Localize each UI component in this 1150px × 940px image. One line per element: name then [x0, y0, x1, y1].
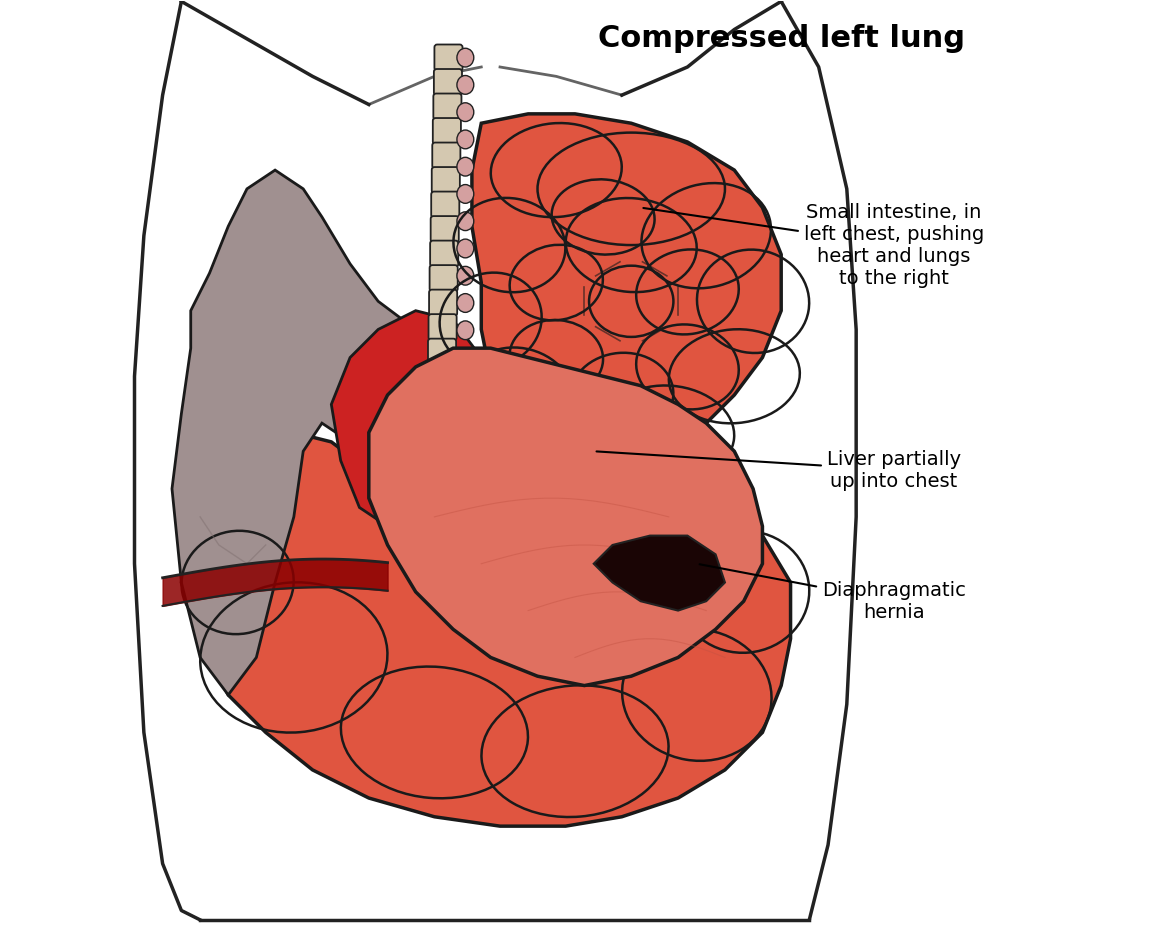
Polygon shape [593, 536, 724, 611]
Ellipse shape [457, 184, 474, 203]
FancyBboxPatch shape [431, 192, 459, 218]
Ellipse shape [457, 321, 474, 339]
FancyBboxPatch shape [432, 143, 460, 169]
Ellipse shape [457, 75, 474, 94]
FancyBboxPatch shape [434, 93, 461, 119]
Polygon shape [369, 348, 762, 685]
Text: Diaphragmatic
hernia: Diaphragmatic hernia [699, 564, 966, 621]
FancyBboxPatch shape [429, 314, 457, 340]
Text: Compressed left lung: Compressed left lung [598, 24, 965, 54]
Ellipse shape [457, 348, 474, 367]
Polygon shape [172, 170, 462, 695]
Text: Liver partially
up into chest: Liver partially up into chest [597, 449, 960, 491]
FancyBboxPatch shape [430, 265, 458, 291]
Polygon shape [331, 311, 491, 526]
Ellipse shape [457, 102, 474, 121]
FancyBboxPatch shape [428, 363, 455, 389]
FancyBboxPatch shape [430, 241, 458, 267]
Ellipse shape [457, 266, 474, 285]
FancyBboxPatch shape [432, 118, 461, 144]
Ellipse shape [457, 48, 474, 67]
FancyBboxPatch shape [429, 290, 458, 316]
FancyBboxPatch shape [430, 216, 459, 243]
Ellipse shape [457, 239, 474, 258]
Polygon shape [182, 432, 790, 826]
FancyBboxPatch shape [428, 338, 457, 365]
FancyBboxPatch shape [431, 167, 460, 194]
Ellipse shape [457, 157, 474, 176]
Polygon shape [472, 114, 781, 461]
Ellipse shape [457, 293, 474, 312]
FancyBboxPatch shape [434, 69, 462, 95]
Ellipse shape [457, 130, 474, 149]
Ellipse shape [457, 212, 474, 230]
Text: Small intestine, in
left chest, pushing
heart and lungs
to the right: Small intestine, in left chest, pushing … [643, 202, 983, 288]
FancyBboxPatch shape [435, 44, 462, 70]
